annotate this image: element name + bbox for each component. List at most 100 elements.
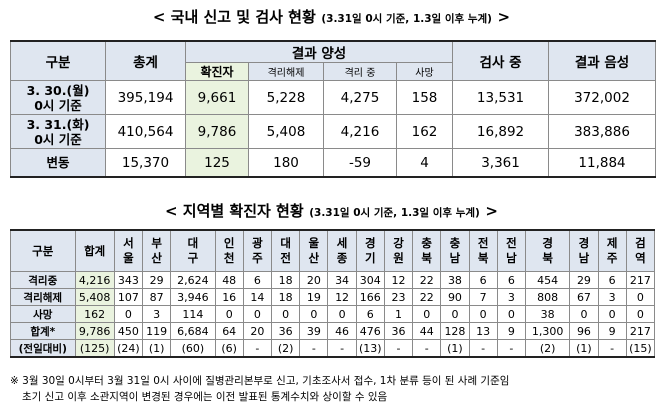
- cell-released: 180: [248, 148, 324, 178]
- cell-value: -: [327, 339, 357, 358]
- region-char2: 전: [280, 251, 291, 265]
- cell-value: 48: [214, 271, 244, 289]
- cell-value: 114: [170, 305, 216, 323]
- header-category: 구분: [10, 40, 106, 81]
- table-row: 3. 31.(화) 0시 기준 410,564 9,786 5,408 4,216…: [10, 114, 657, 149]
- table2-title: < 지역별 확진자 현황 (3.31일 0시 기준, 1.3일 이후 누계) >: [0, 200, 663, 221]
- region-char1: 대: [187, 236, 199, 250]
- cell-value: 20: [299, 271, 329, 289]
- cell-value: 217: [625, 271, 656, 289]
- row-label-line1: 3. 31.(화): [26, 116, 90, 132]
- cell-value: 0: [625, 288, 656, 306]
- cell-released: 5,408: [248, 114, 324, 149]
- region-char1: 제: [606, 236, 618, 250]
- cell-value: 18: [271, 288, 301, 306]
- cell-value: 0: [299, 305, 329, 323]
- region-char1: 강: [393, 236, 404, 250]
- region-char1: 세: [336, 236, 348, 250]
- cell-value: 0: [496, 305, 526, 323]
- cell-value: 119: [142, 322, 172, 340]
- cell-value: 7: [468, 288, 498, 306]
- region-char1: 울: [308, 236, 320, 250]
- cell-value: 29: [142, 271, 172, 289]
- region-char1: 인: [223, 236, 235, 250]
- region-char1: 경: [578, 236, 590, 250]
- row-label: 사망: [10, 305, 76, 323]
- row-label: 격리해제: [10, 288, 76, 306]
- cell-value: (6): [214, 339, 244, 358]
- header-deaths: 사망: [395, 62, 454, 81]
- cell-value: 96: [569, 322, 599, 340]
- cell-deaths: 4: [395, 148, 454, 178]
- region-char1: 부: [151, 236, 162, 250]
- cell-value: 0: [242, 305, 273, 323]
- cell-negative: 372,002: [548, 80, 657, 115]
- cell-value: 12: [383, 271, 414, 289]
- table2-title-sub: (3.31일 0시 기준, 1.3일 이후 누계): [309, 207, 480, 219]
- region-char1: 전: [477, 236, 489, 250]
- cell-value: 34: [327, 271, 357, 289]
- cell-value: 166: [355, 288, 385, 306]
- table-row: 3. 30.(월) 0시 기준 395,194 9,661 5,228 4,275…: [10, 80, 657, 115]
- cell-value: 343: [113, 271, 144, 289]
- cell-value: 304: [355, 271, 385, 289]
- cell-value: 6: [355, 305, 385, 323]
- region-char2: 남: [506, 251, 517, 265]
- region-char1: 충: [421, 236, 433, 250]
- cell-value: 0: [625, 305, 656, 323]
- cell-value: 107: [113, 288, 144, 306]
- national-status-table: 구분 총계 결과 양성 검사 중 결과 음성 확진자 격리해제 격리 중 사망 …: [10, 40, 657, 178]
- table-row: 변동 15,370 125 180 -59 4 3,361 11,884: [10, 148, 657, 178]
- row-label: 합계*: [10, 322, 76, 340]
- region-char2: 원: [393, 251, 404, 265]
- region-char2: 주: [606, 251, 618, 265]
- cell-value: 14: [242, 288, 273, 306]
- cell-value: 67: [569, 288, 599, 306]
- table1-title-end: >: [497, 8, 511, 26]
- footnote-line2: 초기 신고 이후 소관지역이 변경된 경우에는 이전 발표된 통계수치와 상이할…: [22, 391, 388, 403]
- cell-value: -: [383, 339, 414, 358]
- header-category: 구분: [10, 229, 76, 272]
- header-total: 총계: [105, 40, 186, 81]
- region-char1: 대: [280, 236, 291, 250]
- region-char2: 북: [421, 251, 433, 265]
- cell-total: (125): [74, 339, 115, 358]
- region-char2: 기: [364, 251, 376, 265]
- cell-value: (2): [271, 339, 301, 358]
- cell-value: 0: [468, 305, 498, 323]
- cell-total: 15,370: [105, 148, 186, 178]
- cell-total: 395,194: [105, 80, 186, 115]
- cell-isolated: -59: [323, 148, 397, 178]
- region-char1: 경: [542, 236, 553, 250]
- cell-value: 29: [569, 271, 599, 289]
- cell-value: 476: [355, 322, 385, 340]
- cell-confirmed: 9,661: [185, 80, 249, 115]
- table-row: 격리해제 5,408 107 87 3,946 16 14 18 19 12 166 23 22 90 7 3…: [10, 288, 656, 306]
- cell-value: -: [597, 339, 627, 358]
- cell-value: (13): [355, 339, 385, 358]
- cell-value: 23: [383, 288, 414, 306]
- header-testing: 검사 중: [452, 40, 550, 81]
- cell-value: 22: [412, 288, 442, 306]
- cell-value: 128: [440, 322, 470, 340]
- cell-value: 2,624: [170, 271, 216, 289]
- region-char2: 남: [578, 251, 590, 265]
- cell-value: 22: [412, 271, 442, 289]
- cell-value: 9: [496, 322, 526, 340]
- cell-value: (2): [524, 339, 571, 358]
- cell-value: 0: [214, 305, 244, 323]
- cell-testing: 3,361: [452, 148, 550, 178]
- region-char2: 산: [151, 251, 162, 265]
- row-label: (전일대비): [10, 339, 76, 358]
- header-released: 격리해제: [248, 62, 324, 81]
- header-isolated: 격리 중: [323, 62, 397, 81]
- row-label: 변동: [10, 148, 106, 178]
- header-row: 구분 합계 서 울 부 산 대 구 인 천 광 주 대 전 울 산 세 종 경 기 강 원 충 북 충 남 전 북 전 남 경 북 경 남 제 주 검 역: [10, 229, 656, 272]
